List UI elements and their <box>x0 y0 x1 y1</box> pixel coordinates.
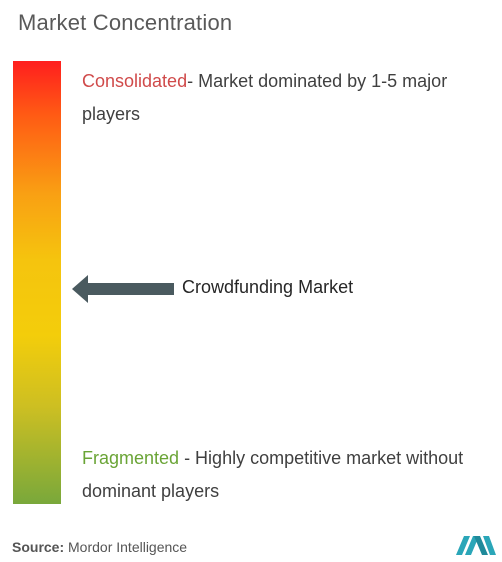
consolidated-description: Consolidated- Market dominated by 1-5 ma… <box>82 65 482 131</box>
source-text: Mordor Intelligence <box>64 539 188 555</box>
fragmented-description: Fragmented - Highly competitive market w… <box>82 442 492 508</box>
fragmented-label: Fragmented <box>82 448 180 468</box>
page-title: Market Concentration <box>18 10 233 35</box>
mordor-intelligence-logo-icon <box>456 536 496 555</box>
fragmented-detail: - Highly competitive market without domi… <box>82 448 464 501</box>
arrow-left-icon <box>72 275 174 303</box>
market-position-label: Crowdfunding Market <box>182 277 354 297</box>
concentration-gradient-bar <box>13 61 61 504</box>
source-label: Source: <box>12 539 65 555</box>
consolidated-label: Consolidated <box>82 71 188 91</box>
source-note: Source: Mordor Intelligence <box>12 539 187 555</box>
consolidated-detail: - Market dominated by 1-5 major players <box>82 71 448 124</box>
